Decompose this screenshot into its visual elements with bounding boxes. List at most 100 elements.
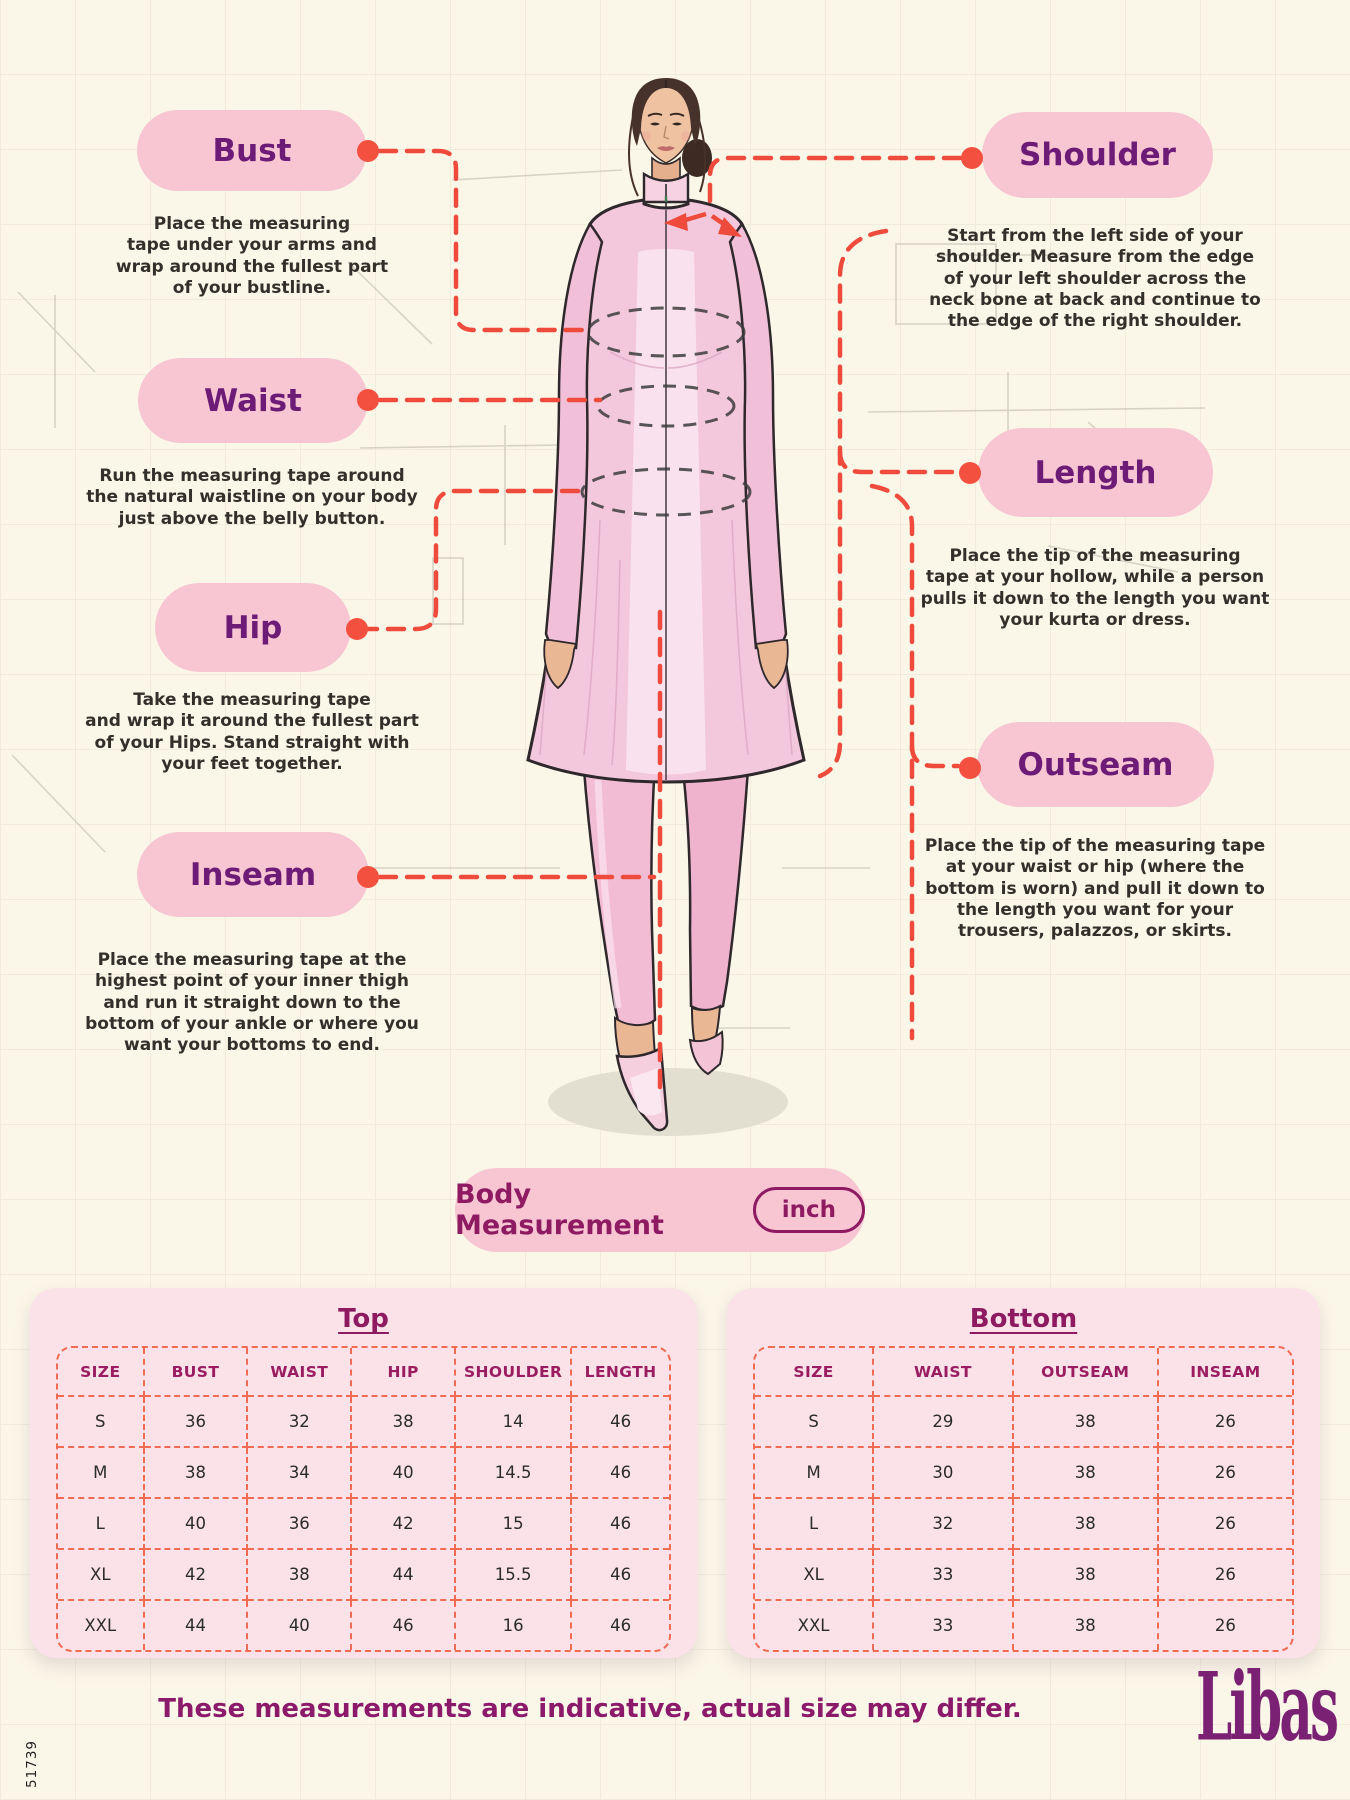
body-measurement-badge: Body Measurement inch [455,1168,865,1252]
shoulder-label: Shoulder [1019,137,1176,173]
column-header: SIZE [755,1348,875,1397]
kurta-folds [539,351,793,766]
cell: 44 [351,1549,457,1601]
bust-label: Bust [212,132,292,169]
waist-ellipse [596,384,736,428]
cell: 38 [143,1447,249,1499]
cell: 38 [351,1396,457,1448]
cell: XXL [58,1600,145,1650]
shoulder-description: Start from the left side of your shoulde… [929,226,1261,331]
cell: 30 [873,1447,1014,1499]
outseam-description: Place the tip of the measuring tape at y… [924,836,1266,941]
shoulder-connector-dot [961,147,983,169]
waist-description: Run the measuring tape around the natura… [86,466,418,529]
cell: 26 [1214,1616,1236,1635]
cell: 26 [1157,1447,1292,1499]
figure-illustration [11,78,1206,1136]
bottom-table: SIZE WAIST OUTSEAM INSEAM S 29 38 26 M 3… [753,1346,1294,1652]
cell: 42 [143,1549,249,1601]
bottom-size-table-card: Bottom SIZE WAIST OUTSEAM INSEAM S 29 38… [727,1288,1320,1658]
outseam-label-pill: Outseam [977,722,1214,807]
left-hand [543,639,578,690]
table-row: S 29 38 26 [755,1396,1292,1448]
hip-label: Hip [223,609,283,646]
column-header: BUST [143,1348,249,1397]
table-row: S 36 32 38 14 46 [58,1396,669,1448]
face-features [641,112,691,151]
disclaimer-note: These measurements are indicative, actua… [158,1694,1022,1724]
cell: 46 [571,1549,669,1601]
hip-connector [358,488,583,632]
cell: 46 [571,1498,669,1550]
cell: 33 [873,1600,1014,1650]
table-row: XL 33 38 26 [755,1549,1292,1601]
column-header: WAIST [247,1348,353,1397]
cell: 36 [247,1498,353,1550]
cell: 46 [571,1447,669,1499]
top-table: SIZE BUST WAIST HIP SHOULDER LENGTH S 36… [56,1346,671,1652]
cell: 38 [1012,1396,1159,1448]
cell: 46 [351,1600,457,1650]
cell: 44 [143,1600,249,1650]
cell: 38 [1012,1549,1159,1601]
outseam-connector-dot [959,757,981,779]
bust-description: Place the measuring tape under your arms… [115,214,389,298]
waist-label: Waist [204,382,302,419]
bust-ellipse [586,306,746,358]
cell: M [58,1447,145,1499]
cell: 14 [455,1396,573,1448]
outseam-connector [909,743,961,769]
column-header: LENGTH [571,1348,669,1397]
inseam-description: Place the measuring tape at the highest … [85,950,419,1055]
fashion-figure [526,78,806,1132]
cell: 29 [873,1396,1014,1448]
hip-description: Take the measuring tape and wrap it arou… [85,690,419,774]
cell: 36 [143,1396,249,1448]
left-sleeve [544,221,604,650]
table-row: XXL 33 38 26 [755,1600,1292,1650]
cell: 38 [247,1549,353,1601]
connector-lines [358,148,963,1097]
cell: 15 [455,1498,573,1550]
libas-logo: Libas [1196,1651,1339,1762]
cell: 38 [1012,1600,1159,1650]
cell: S [58,1396,145,1448]
cell: 14.5 [455,1447,573,1499]
body-measurement-label: Body Measurement [455,1179,664,1241]
cell: M [755,1447,875,1499]
table-row: M 30 38 26 [755,1447,1292,1499]
cell: XXL [755,1600,875,1650]
floor-shadow [548,1068,788,1136]
hair [631,78,701,146]
cell: 40 [351,1447,457,1499]
right-hand [754,639,789,690]
bottom-table-title: Bottom [969,1304,1078,1334]
length-connector-dot [959,462,981,484]
cell: XL [58,1549,145,1601]
inseam-label-pill: Inseam [137,832,369,917]
cell: 40 [143,1498,249,1550]
shoe-highlight [630,1068,662,1116]
top-size-table-card: Top SIZE BUST WAIST HIP SHOULDER LENGTH … [30,1288,697,1658]
length-description: Place the tip of the measuring tape at y… [920,546,1270,630]
cell: S [755,1396,875,1448]
cell: 32 [873,1498,1014,1550]
cell: 16 [455,1600,573,1650]
length-label-pill: Length [978,428,1213,517]
column-header: INSEAM [1157,1348,1292,1397]
length-connector [837,449,961,475]
column-header: SIZE [58,1348,145,1397]
cell: 26 [1157,1498,1292,1550]
waist-connector-dot [357,389,379,411]
cell: 32 [247,1396,353,1448]
hair-strand-left [628,111,639,197]
shoulder-connector [707,155,963,209]
table-header-row: SIZE WAIST OUTSEAM INSEAM [755,1348,1292,1397]
cell: 38 [1012,1447,1159,1499]
column-header: SHOULDER [455,1348,573,1397]
cell: XL [755,1549,875,1601]
cell: 26 [1157,1396,1292,1448]
waist-label-pill: Waist [138,358,368,443]
bust-connector-dot [357,140,379,162]
